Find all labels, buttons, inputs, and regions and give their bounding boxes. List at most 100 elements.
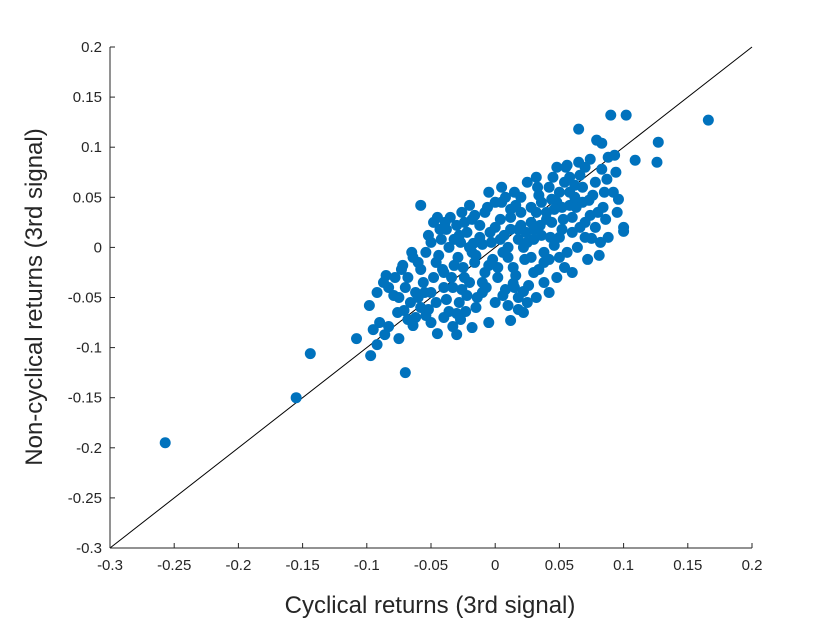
data-point — [431, 328, 443, 340]
data-point — [530, 171, 542, 183]
data-point — [535, 229, 547, 241]
data-point — [505, 203, 517, 215]
data-point — [561, 159, 573, 171]
data-point — [589, 176, 601, 188]
data-point — [551, 161, 563, 173]
data-point — [512, 233, 524, 245]
x-tick-label: -0.3 — [97, 557, 123, 574]
data-point — [702, 114, 714, 126]
data-point — [392, 307, 404, 319]
data-point — [559, 261, 571, 273]
data-point — [521, 176, 533, 188]
data-point — [483, 317, 495, 329]
data-point — [425, 286, 437, 298]
data-point — [546, 193, 558, 205]
data-point — [446, 271, 458, 283]
data-point — [380, 269, 392, 281]
data-point — [406, 246, 418, 258]
data-point — [598, 186, 610, 198]
y-axis-label: Non-cyclical returns (3rd signal) — [21, 128, 48, 465]
axes-layer: -0.3 -0.25 -0.2 -0.15 -0.1 -0.05 0 0.05 0.1 0.15 0… — [68, 39, 763, 574]
data-point — [505, 315, 517, 327]
data-point — [456, 206, 468, 218]
data-point — [609, 149, 621, 161]
data-point — [589, 221, 601, 233]
data-point — [610, 166, 622, 178]
data-point — [579, 231, 591, 243]
data-point — [601, 173, 613, 185]
data-point — [363, 300, 375, 312]
data-point — [553, 186, 565, 198]
data-point — [496, 181, 508, 193]
data-point — [467, 237, 479, 249]
data-point — [457, 261, 469, 273]
data-point — [548, 203, 560, 215]
data-point — [438, 281, 450, 293]
data-point — [430, 297, 442, 309]
data-point — [596, 137, 608, 149]
data-point — [517, 241, 529, 253]
y-tick-label: 0 — [94, 239, 102, 256]
data-point — [651, 156, 663, 168]
data-point — [466, 246, 478, 258]
data-point — [559, 176, 571, 188]
data-point — [494, 213, 506, 225]
data-point — [365, 350, 377, 362]
data-point — [494, 233, 506, 245]
data-point — [566, 211, 578, 223]
data-point — [479, 266, 491, 278]
data-point — [561, 246, 573, 258]
data-point — [525, 251, 537, 263]
data-point — [458, 271, 470, 283]
data-point — [471, 292, 483, 303]
data-point — [485, 236, 497, 248]
data-point — [290, 392, 302, 404]
data-point — [517, 285, 529, 297]
data-point — [584, 153, 596, 165]
data-point — [512, 304, 524, 316]
y-tick-label: 0.05 — [73, 189, 102, 206]
data-point — [420, 310, 432, 322]
data-point — [574, 169, 586, 181]
data-point — [404, 297, 416, 309]
data-point — [497, 289, 509, 301]
data-point — [383, 281, 395, 293]
data-point — [422, 229, 434, 241]
data-point — [505, 211, 517, 223]
x-tick-label: -0.05 — [414, 557, 448, 574]
data-point — [480, 281, 492, 293]
data-point — [476, 238, 488, 250]
data-point — [399, 367, 411, 379]
data-point — [469, 256, 481, 268]
data-point — [569, 191, 581, 203]
data-point — [553, 231, 565, 243]
data-point — [451, 308, 463, 320]
data-point — [564, 199, 576, 211]
data-point — [458, 216, 470, 228]
data-point — [417, 276, 429, 288]
data-point — [304, 348, 316, 360]
x-tick-label: -0.25 — [157, 557, 191, 574]
data-point — [371, 339, 383, 351]
data-point — [367, 324, 379, 336]
y-tick-label: 0.2 — [81, 39, 102, 56]
data-point — [505, 223, 517, 235]
data-point — [159, 437, 171, 449]
x-tick-label: -0.15 — [285, 557, 319, 574]
y-tick-label: -0.25 — [68, 490, 102, 507]
data-point — [399, 281, 411, 293]
data-point — [410, 312, 422, 324]
x-tick-label: 0 — [491, 557, 499, 574]
data-point — [439, 216, 451, 228]
y-tick-label: -0.1 — [76, 340, 102, 357]
data-point — [620, 109, 632, 121]
data-point — [395, 263, 407, 275]
x-tick-label: 0.1 — [613, 557, 634, 574]
data-point — [428, 271, 440, 283]
data-point — [551, 271, 563, 283]
data-point — [543, 253, 555, 265]
data-point — [605, 109, 617, 121]
data-point — [433, 249, 445, 261]
points-layer — [159, 109, 714, 449]
